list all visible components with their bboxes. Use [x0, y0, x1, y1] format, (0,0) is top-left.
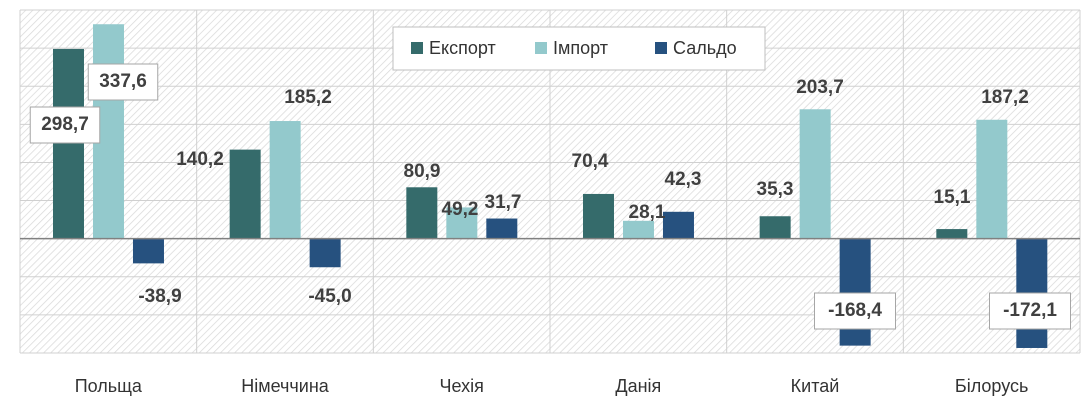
legend-label: Сальдо [673, 38, 737, 58]
bar [486, 218, 518, 239]
value-label: 187,2 [981, 87, 1029, 108]
value-label: 15,1 [934, 187, 971, 208]
x-tick-label: Білорусь [955, 376, 1029, 396]
legend-box [392, 26, 766, 71]
value-label: 203,7 [796, 77, 844, 98]
x-tick-label: Китай [791, 376, 840, 396]
value-label: 49,2 [442, 199, 479, 220]
x-tick-label: Німеччина [241, 376, 330, 396]
label-box [814, 292, 896, 330]
value-label: 185,2 [284, 87, 332, 108]
value-label: 35,3 [757, 179, 794, 200]
value-label: -168,4 [828, 300, 882, 321]
value-label: 70,4 [572, 151, 609, 172]
value-label: 337,6 [99, 71, 147, 92]
legend-swatch [535, 42, 547, 54]
bar [936, 229, 968, 239]
bar [269, 121, 301, 239]
value-label: -45,0 [308, 286, 351, 307]
label-box [87, 63, 159, 101]
legend-label: Експорт [429, 38, 496, 58]
label-box [989, 292, 1071, 330]
value-label: -38,9 [138, 286, 181, 307]
bar [759, 216, 791, 239]
value-label: 31,7 [485, 192, 522, 213]
bar [662, 211, 694, 239]
legend-label: Імпорт [553, 38, 608, 58]
bar [309, 238, 341, 268]
bar [976, 119, 1008, 239]
value-label: 140,2 [176, 149, 224, 170]
value-label: 298,7 [41, 114, 89, 135]
x-tick-label: Чехія [439, 376, 483, 396]
value-label: 42,3 [665, 169, 702, 190]
legend-swatch [655, 42, 667, 54]
bar [839, 238, 871, 346]
bar [582, 193, 614, 239]
legend-swatch [411, 42, 423, 54]
value-label: 28,1 [629, 202, 666, 223]
bar [799, 109, 831, 239]
label-box [29, 106, 101, 144]
bar [406, 187, 438, 239]
x-tick-label: Польща [75, 376, 143, 396]
x-tick-label: Данія [615, 376, 661, 396]
bar [132, 238, 164, 264]
bar [622, 220, 654, 239]
value-label: 80,9 [404, 161, 441, 182]
bar [52, 48, 84, 239]
value-label: -172,1 [1003, 300, 1057, 321]
bar [446, 207, 478, 239]
bar [229, 149, 261, 239]
